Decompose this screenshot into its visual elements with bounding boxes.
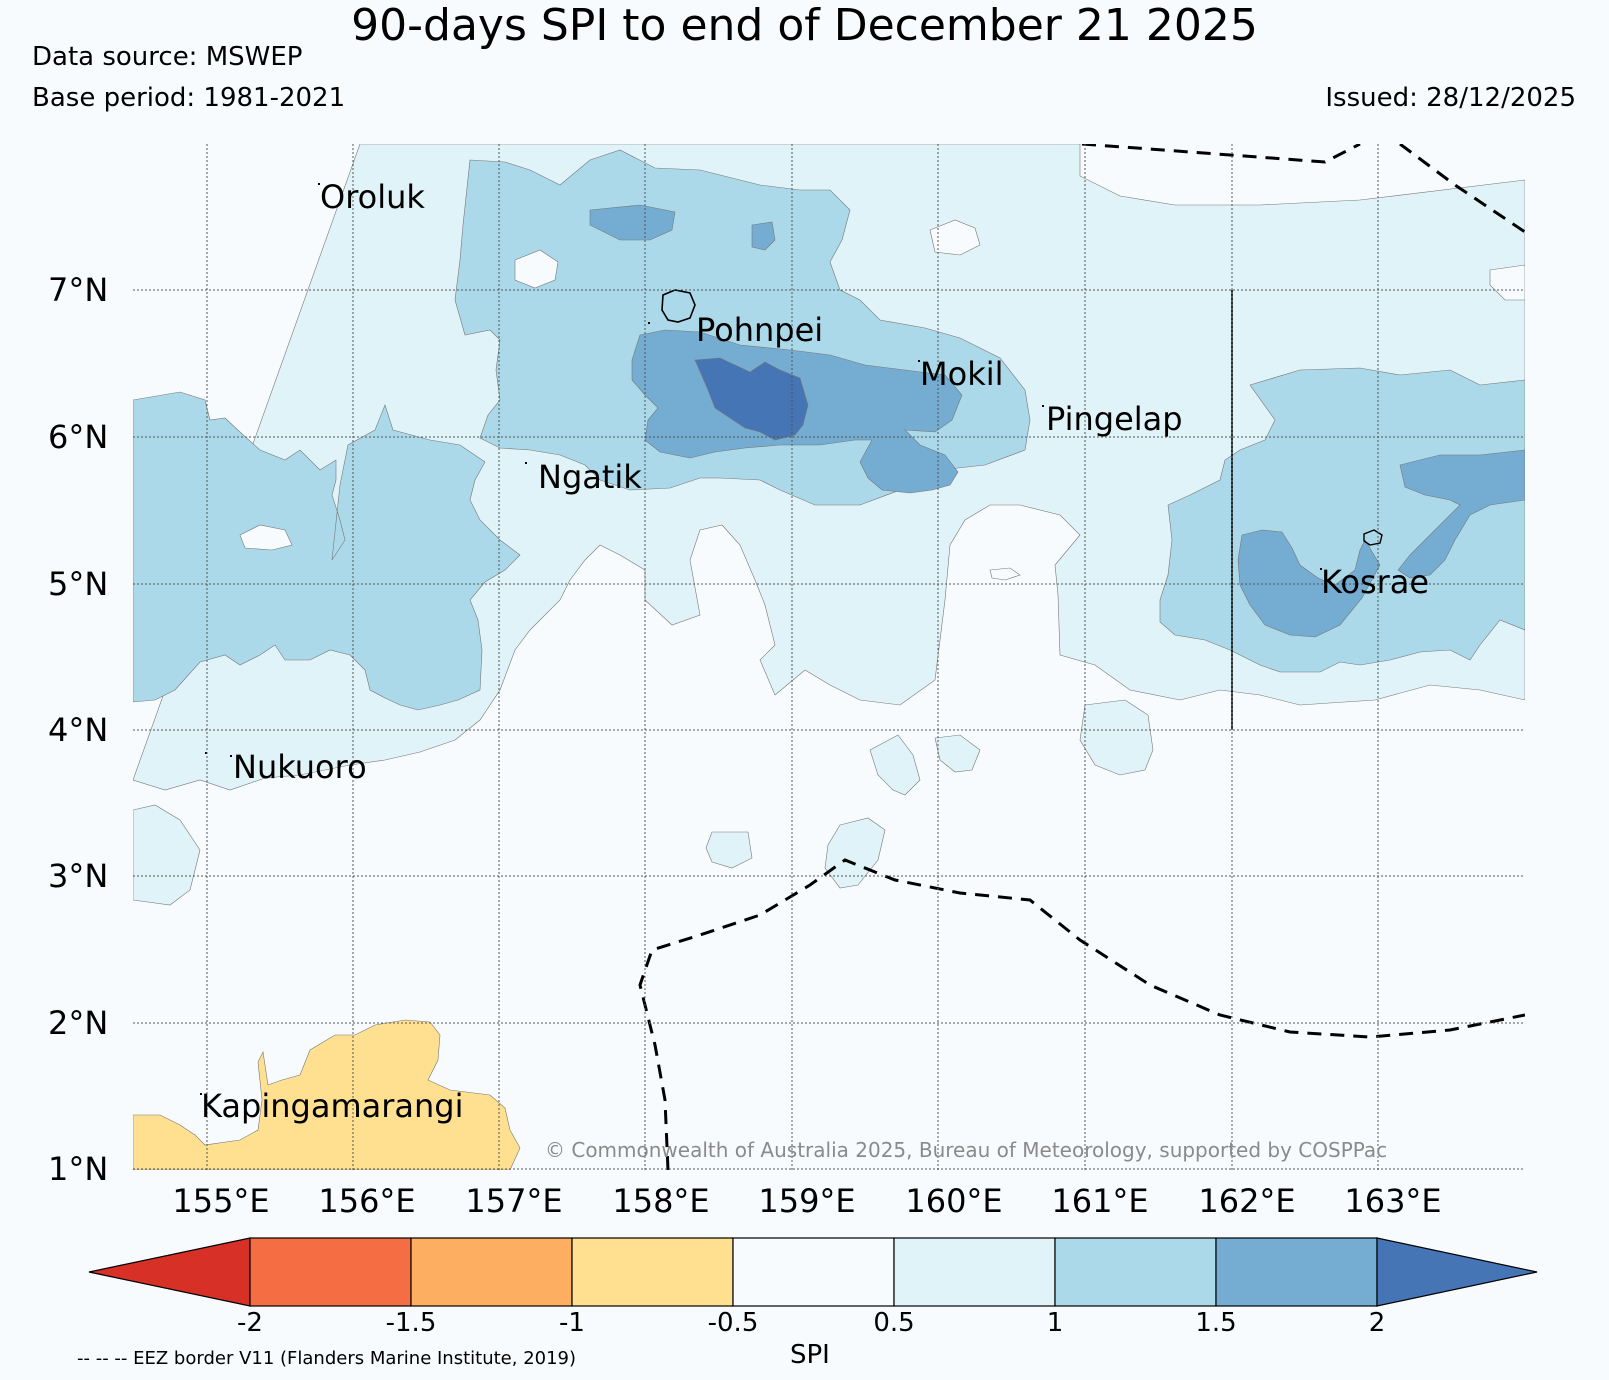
place-label-kosrae: Kosrae: [1321, 563, 1430, 601]
place-label-ngatik: Ngatik: [538, 458, 642, 496]
pohnpei-island-outline: [661, 289, 696, 323]
eez-border: [638, 144, 1525, 1170]
spi-above-2-region: [694, 357, 809, 441]
lon-label-156e: 156°E: [318, 1182, 416, 1220]
kosrae-island-outline: [1363, 529, 1383, 546]
colorbar-title: SPI: [790, 1340, 830, 1370]
lon-label-162e: 162°E: [1198, 1182, 1296, 1220]
colorbar-bin-6: [1054, 1237, 1217, 1307]
lon-label-157e: 157°E: [465, 1182, 563, 1220]
colorbar-tick: -0.5: [707, 1308, 759, 1338]
colorbar-bin-5: [893, 1237, 1056, 1307]
spi-near-normal-holes: [239, 219, 1525, 581]
lon-label-161e: 161°E: [1051, 1182, 1149, 1220]
place-label-pohnpei: Pohnpei: [696, 311, 824, 349]
colorbar-extend-low: [88, 1237, 251, 1307]
lon-label-158e: 158°E: [612, 1182, 710, 1220]
colorbar-tick: -1: [559, 1308, 585, 1338]
eez-border-note: -- -- -- EEZ border V11 (Flanders Marine…: [77, 1348, 577, 1369]
graticule: [133, 144, 1525, 1170]
lat-label-4n: 4°N: [48, 711, 109, 749]
lon-label-159e: 159°E: [758, 1182, 856, 1220]
lon-label-155e: 155°E: [172, 1182, 270, 1220]
colorbar-tick: 2: [1368, 1308, 1386, 1338]
spi-colorbar: [88, 1237, 1538, 1307]
colorbar-bin-1: [249, 1237, 412, 1307]
colorbar-bin-3: [571, 1237, 734, 1307]
colorbar-bin-4: [732, 1237, 895, 1307]
place-label-mokil: Mokil: [920, 355, 1004, 393]
place-label-pingelap: Pingelap: [1046, 400, 1183, 438]
lat-label-1n: 1°N: [48, 1150, 109, 1188]
place-label-oroluk: Oroluk: [320, 178, 425, 216]
lat-label-7n: 7°N: [48, 271, 109, 309]
lat-label-5n: 5°N: [48, 565, 109, 603]
place-label-kapingamarangi: Kapingamarangi: [201, 1087, 464, 1125]
lat-label-2n: 2°N: [48, 1004, 109, 1042]
spi-minus-1-minus-0.5-region: [133, 1019, 521, 1170]
island-markers: [200, 183, 1322, 1095]
colorbar-bin-7: [1215, 1237, 1378, 1307]
colorbar-tick: 1: [1046, 1308, 1064, 1338]
colorbar-tick: 0.5: [873, 1308, 915, 1338]
lat-label-3n: 3°N: [48, 857, 109, 895]
data-source-label: Data source: MSWEP: [32, 42, 303, 72]
copyright-notice: © Commonwealth of Australia 2025, Bureau…: [545, 1138, 1388, 1162]
lat-label-6n: 6°N: [48, 418, 109, 456]
colorbar-extend-high: [1376, 1237, 1538, 1307]
issued-date-label: Issued: 28/12/2025: [1325, 83, 1576, 113]
colorbar-bin-2: [410, 1237, 573, 1307]
map-title: 90-days SPI to end of December 21 2025: [351, 0, 1258, 51]
lon-label-163e: 163°E: [1344, 1182, 1442, 1220]
colorbar-tick: 1.5: [1195, 1308, 1237, 1338]
lon-label-160e: 160°E: [905, 1182, 1003, 1220]
colorbar-tick: -2: [237, 1308, 263, 1338]
base-period-label: Base period: 1981-2021: [32, 83, 346, 113]
colorbar-tick: -1.5: [385, 1308, 437, 1338]
place-label-nukuoro: Nukuoro: [233, 748, 367, 786]
